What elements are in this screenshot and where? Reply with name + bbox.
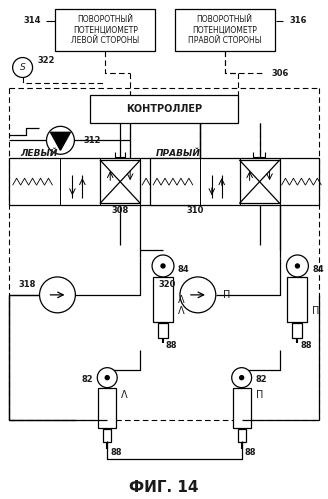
Bar <box>153 277 173 322</box>
Text: ПОВОРОТНЫЙ
ПОТЕНЦИОМЕТР
ПРАВОЙ СТОРОНЫ: ПОВОРОТНЫЙ ПОТЕНЦИОМЕТР ПРАВОЙ СТОРОНЫ <box>188 14 261 44</box>
Circle shape <box>105 376 109 380</box>
Text: 82: 82 <box>82 375 93 384</box>
Circle shape <box>40 277 75 313</box>
Circle shape <box>13 57 32 77</box>
Circle shape <box>180 277 216 313</box>
Bar <box>238 429 246 443</box>
Text: 84: 84 <box>178 265 190 274</box>
Text: ПОВОРОТНЫЙ
ПОТЕНЦИОМЕТР
ЛЕВОЙ СТОРОНЫ: ПОВОРОТНЫЙ ПОТЕНЦИОМЕТР ЛЕВОЙ СТОРОНЫ <box>71 14 139 44</box>
Text: 82: 82 <box>256 375 267 384</box>
Bar <box>233 388 251 428</box>
Circle shape <box>161 264 165 268</box>
Circle shape <box>232 368 252 388</box>
Text: ПРАВЫЙ: ПРАВЫЙ <box>155 149 200 158</box>
Bar <box>90 95 238 123</box>
Text: 310: 310 <box>186 206 204 215</box>
Circle shape <box>286 255 308 277</box>
Text: Λ: Λ <box>178 306 185 316</box>
Text: 88: 88 <box>166 341 177 350</box>
Text: Λ: Λ <box>121 390 128 400</box>
Bar <box>158 323 168 338</box>
Text: КОНТРОЛЛЕР: КОНТРОЛЛЕР <box>126 104 202 114</box>
Text: П: П <box>312 306 320 316</box>
Polygon shape <box>51 132 71 150</box>
Circle shape <box>47 126 74 154</box>
Text: ЛЕВЫЙ: ЛЕВЫЙ <box>20 149 57 158</box>
Bar <box>150 158 319 205</box>
Circle shape <box>240 376 244 380</box>
Text: 88: 88 <box>245 448 256 457</box>
Bar <box>240 160 279 203</box>
Circle shape <box>152 255 174 277</box>
Text: 322: 322 <box>37 56 55 65</box>
Bar <box>98 388 116 428</box>
Text: 84: 84 <box>312 265 324 274</box>
Bar <box>103 429 111 443</box>
Text: 320: 320 <box>158 280 176 289</box>
Text: 306: 306 <box>272 69 289 78</box>
Bar <box>287 277 307 322</box>
Text: П: П <box>256 390 263 400</box>
Text: 316: 316 <box>290 16 307 25</box>
Text: S: S <box>20 63 26 72</box>
Bar <box>55 8 155 50</box>
Text: 312: 312 <box>83 136 101 145</box>
Text: ФИГ. 14: ФИГ. 14 <box>129 480 199 495</box>
Text: Λ: Λ <box>178 295 185 305</box>
Bar <box>100 160 140 203</box>
Bar <box>293 323 302 338</box>
Text: 88: 88 <box>110 448 122 457</box>
Circle shape <box>296 264 299 268</box>
Circle shape <box>97 368 117 388</box>
Text: 314: 314 <box>23 16 41 25</box>
Text: 308: 308 <box>112 206 129 215</box>
Text: П: П <box>223 290 230 300</box>
Bar <box>9 158 190 205</box>
Bar <box>175 8 275 50</box>
Text: 88: 88 <box>300 341 312 350</box>
Text: 318: 318 <box>18 280 35 289</box>
